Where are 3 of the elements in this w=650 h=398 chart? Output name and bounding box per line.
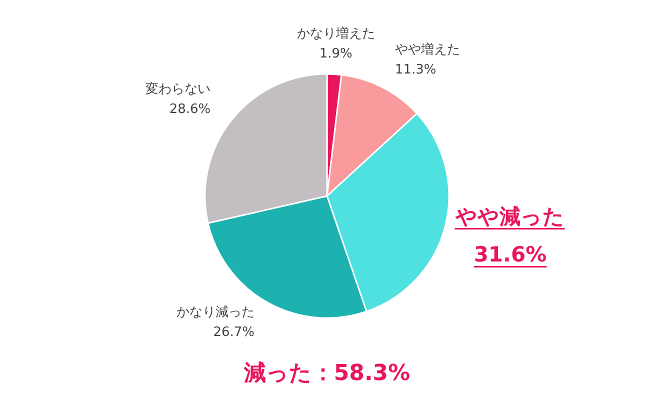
slice-label: やや減った [454,204,565,229]
text: 減った：58.3% [242,361,410,386]
data-label: 31.6% [474,242,547,267]
